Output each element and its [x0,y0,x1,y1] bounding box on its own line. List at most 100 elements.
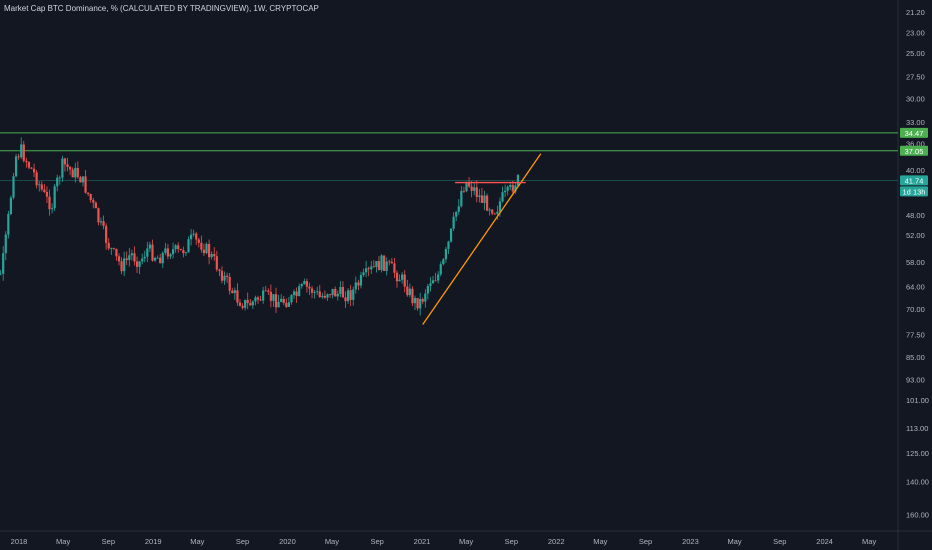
candle-body [151,244,154,261]
candle-body [485,195,489,211]
x-tick-label: May [325,537,339,546]
candle-body [447,241,450,249]
candle-body [280,298,283,302]
price-label: 37.05 [905,147,924,156]
candle-body [383,255,386,271]
candle-body [516,174,520,186]
y-tick-label: 27.50 [906,73,925,82]
candle-body [290,295,293,303]
candle-body [195,233,198,240]
candle-body [215,256,218,270]
candle-body [285,302,288,307]
candle-body [218,269,221,271]
candle-body [308,286,311,289]
candle-body [128,255,131,261]
candle-body [202,249,206,254]
candle-body [20,144,23,158]
candle-body [246,299,249,304]
candle-body [210,254,213,258]
y-tick-label: 113.00 [906,424,928,433]
candle-body [462,190,466,192]
y-tick-label: 30.00 [906,94,925,103]
candle-body [138,261,141,267]
candle-body [25,160,28,163]
candle-body [189,234,193,240]
candle-body [81,176,85,183]
candle-body [262,290,265,301]
candle-body [272,294,275,301]
candle-body [483,195,486,203]
candle-body [184,252,188,254]
x-tick-label: May [727,537,741,546]
candle-body [429,283,432,287]
candle-body [465,182,468,192]
candle-body [424,293,427,302]
x-tick-label: Sep [639,537,652,546]
candle-body [509,184,512,187]
candle-body [115,248,118,257]
candle-body [362,272,365,276]
candle-body [228,276,231,291]
candle-body [92,200,95,203]
y-tick-label: 40.00 [906,166,925,175]
y-tick-label: 36.00 [906,140,925,149]
candle-body [241,305,244,308]
candle-body [496,211,499,214]
candle-body [84,176,87,193]
candle-body [316,291,319,293]
y-tick-label: 85.00 [906,353,925,362]
candle-body [174,245,177,250]
candle-body [346,290,350,302]
candle-body [130,253,133,256]
candle-body [336,293,339,297]
x-tick-label: May [459,537,473,546]
candle-body [53,186,56,209]
candle-body [32,168,36,173]
candle-body [56,177,59,187]
candle-body [274,294,278,308]
candle-body [208,243,211,258]
candle-body [480,195,484,203]
candle-body [238,302,242,306]
candle-body [442,259,445,265]
x-tick-label: Sep [102,537,115,546]
candle-body [264,290,267,292]
candle-body [117,256,121,262]
candle-body [318,291,321,298]
candle-body [61,158,64,178]
x-tick-label: 2019 [145,537,162,546]
candle-body [94,202,97,209]
candle-body [107,242,110,249]
candle-body [377,261,381,271]
candle-body [372,266,375,268]
candle-body [452,216,455,229]
candle-body [48,196,51,210]
candle-body [135,261,139,267]
candle-body [17,156,20,158]
candle-body [388,261,391,263]
x-tick-label: May [190,537,204,546]
candle-body [143,256,146,259]
candle-body [359,275,363,286]
candle-body [259,299,262,301]
candle-body [300,283,303,287]
candle-body [249,303,252,306]
candle-body [406,286,409,296]
candle-body [71,169,74,178]
candle-body [352,289,355,300]
candle-body [4,234,7,254]
x-tick-label: May [862,537,876,546]
y-tick-label: 101.00 [906,396,929,405]
candle-body [102,221,105,226]
candle-body [475,187,478,197]
candle-body [179,248,182,251]
y-tick-label: 77.50 [906,330,925,339]
x-tick-label: May [56,537,70,546]
y-tick-label: 21.20 [906,8,925,17]
candle-body [187,239,190,253]
candle-body [426,286,429,294]
candle-body [125,258,128,261]
candle-body [99,221,103,223]
candle-body [9,197,13,215]
